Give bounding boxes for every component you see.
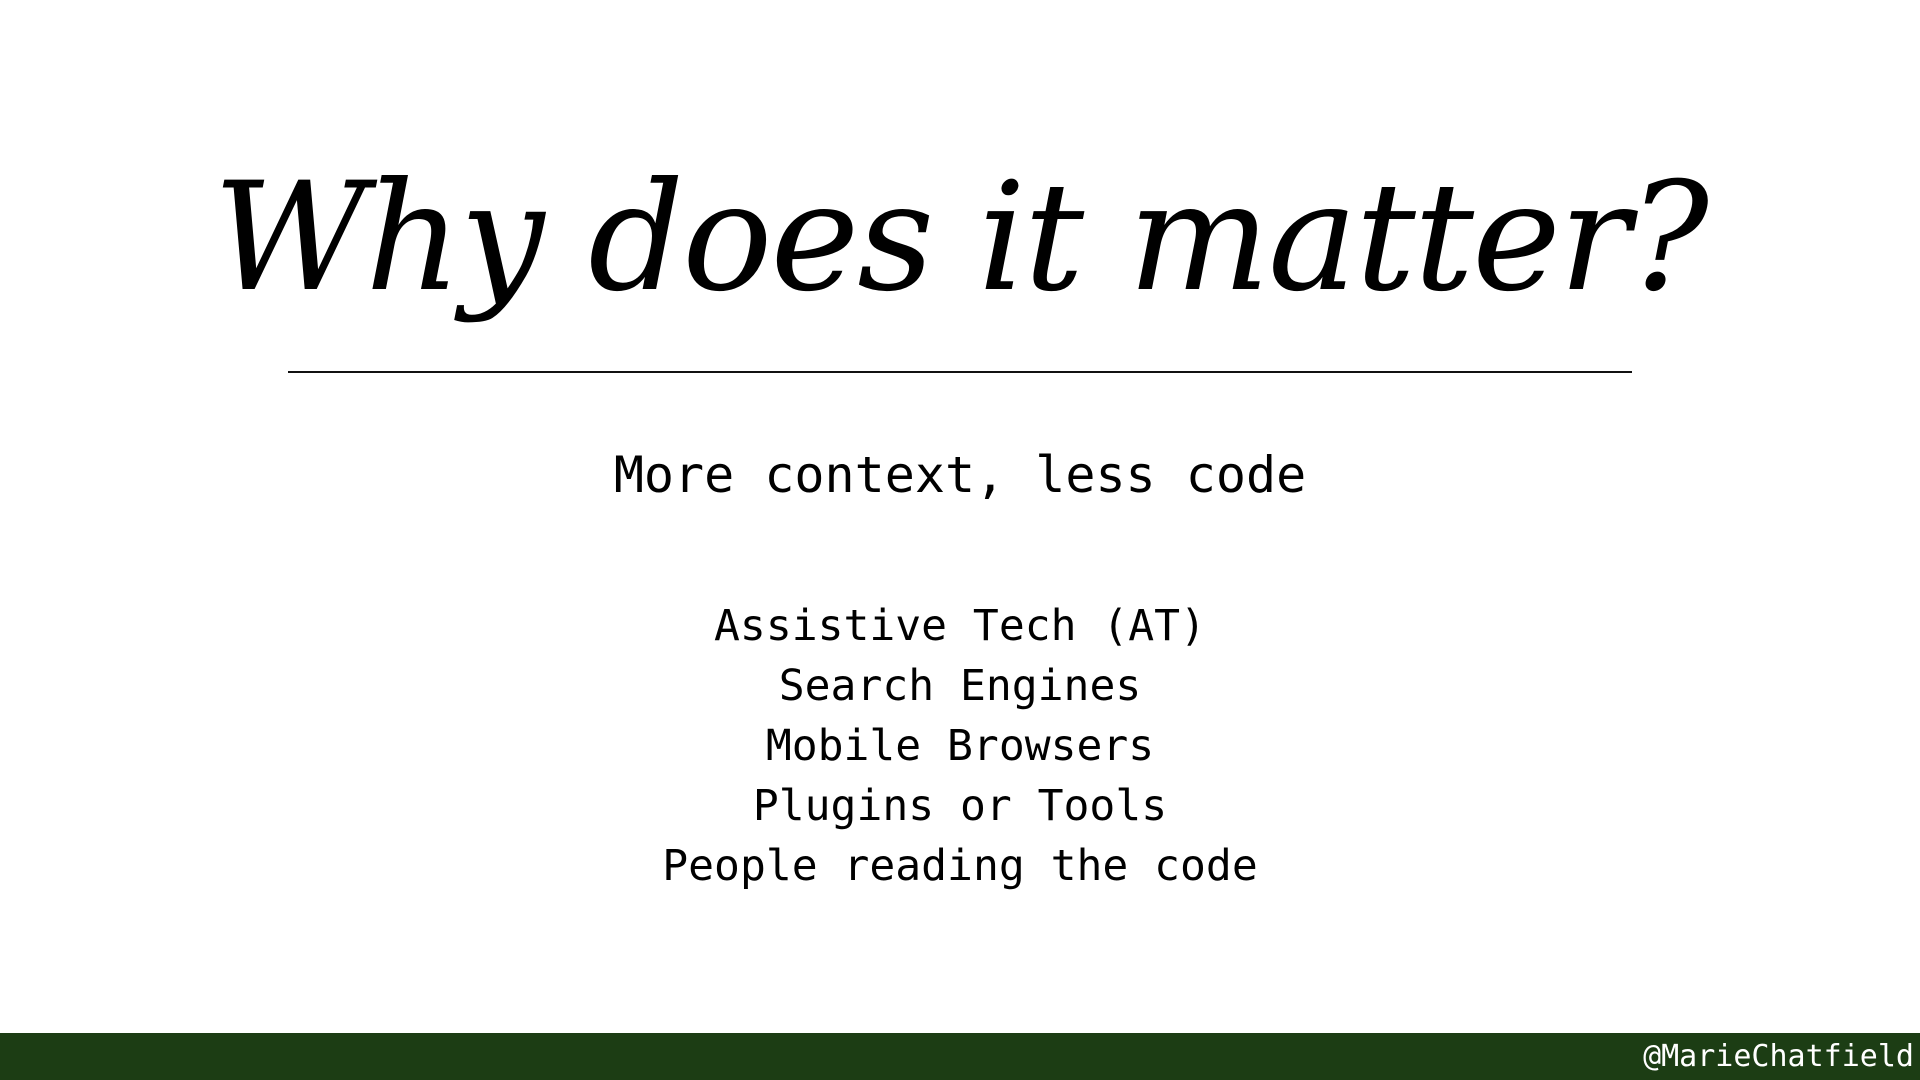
slide-subtitle: More context, less code bbox=[613, 446, 1307, 504]
footer-bar: @MarieChatfield bbox=[0, 1033, 1920, 1080]
author-handle: @MarieChatfield bbox=[1643, 1039, 1914, 1074]
list-item: Plugins or Tools bbox=[752, 781, 1168, 831]
list-item: Assistive Tech (AT) bbox=[714, 601, 1206, 651]
list-item: Search Engines bbox=[778, 661, 1142, 711]
list-item: People reading the code bbox=[662, 841, 1258, 891]
list-item: Mobile Browsers bbox=[765, 721, 1155, 771]
bullet-list: Assistive Tech (AT) Search Engines Mobil… bbox=[0, 596, 1920, 896]
slide-title: Why does it matter? bbox=[212, 151, 1709, 325]
title-divider bbox=[288, 371, 1632, 373]
